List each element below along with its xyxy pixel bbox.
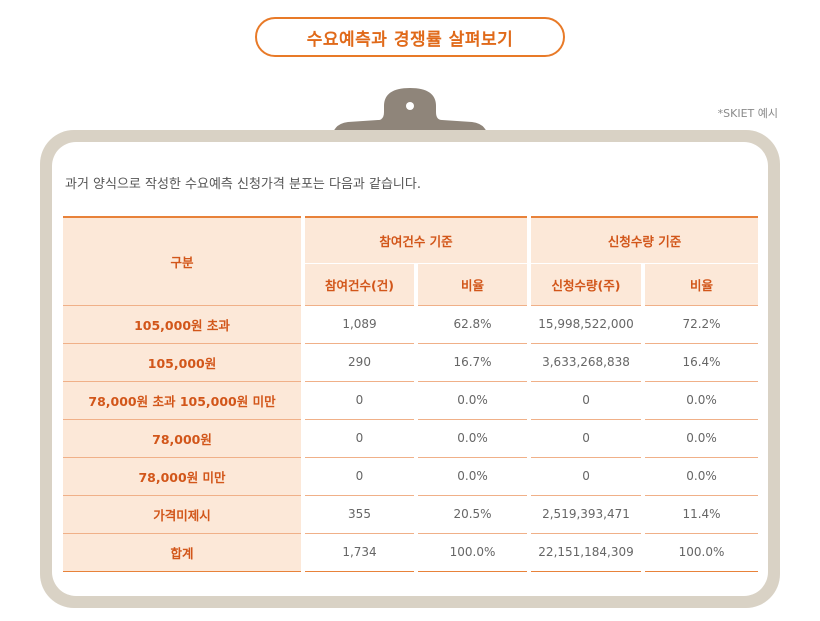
- row-label: 78,000원 미만: [63, 457, 303, 496]
- cell-quantity: 0: [527, 381, 644, 420]
- cell-quantity-ratio: 0.0%: [641, 419, 759, 458]
- table-row: 78,000원 미만 0 0.0% 0 0.0%: [63, 457, 759, 496]
- table-row: 78,000원 초과 105,000원 미만 0 0.0% 0 0.0%: [63, 381, 759, 420]
- cell-count: 0: [301, 457, 416, 496]
- cell-quantity: 2,519,393,471: [527, 495, 644, 534]
- intro-text: 과거 양식으로 작성한 수요예측 신청가격 분포는 다음과 같습니다.: [65, 177, 421, 192]
- table-subheader-row: 참여건수(건) 비율 신청수량(주) 비율: [63, 263, 759, 306]
- cell-count: 1,734: [301, 533, 416, 572]
- cell-quantity: 0: [527, 419, 644, 458]
- cell-ratio: 62.8%: [413, 305, 530, 344]
- clipboard-clip-icon: [332, 88, 488, 140]
- cell-ratio: 0.0%: [413, 457, 530, 496]
- cell-count: 1,089: [301, 305, 416, 344]
- row-label: 가격미제시: [63, 495, 303, 534]
- demand-forecast-table: 구분 참여건수 기준 신청수량 기준 참여건수(건) 비율 신청수량(주) 비율…: [63, 216, 759, 572]
- cell-quantity-ratio: 16.4%: [641, 343, 759, 382]
- table-row: 105,000원 초과 1,089 62.8% 15,998,522,000 7…: [63, 305, 759, 344]
- cell-count: 290: [301, 343, 416, 382]
- cell-ratio: 0.0%: [413, 381, 530, 420]
- cell-quantity: 22,151,184,309: [527, 533, 644, 572]
- subheader-quantity: 신청수량(주): [527, 263, 644, 306]
- page-title: 수요예측과 경쟁률 살펴보기: [255, 17, 565, 57]
- table-row: 가격미제시 355 20.5% 2,519,393,471 11.4%: [63, 495, 759, 534]
- cell-quantity-ratio: 0.0%: [641, 457, 759, 496]
- subheader-participation-ratio: 비율: [413, 263, 530, 306]
- subheader-participation-count: 참여건수(건): [301, 263, 416, 306]
- header-group-quantity: 신청수량 기준: [527, 216, 759, 264]
- cell-ratio: 20.5%: [413, 495, 530, 534]
- row-label: 78,000원: [63, 419, 303, 458]
- cell-ratio: 16.7%: [413, 343, 530, 382]
- cell-quantity: 0: [527, 457, 644, 496]
- example-note: *SKIET 예시: [717, 107, 778, 120]
- table-row: 78,000원 0 0.0% 0 0.0%: [63, 419, 759, 458]
- row-label: 105,000원 초과: [63, 305, 303, 344]
- row-label: 합계: [63, 533, 303, 572]
- row-label: 105,000원: [63, 343, 303, 382]
- table-total-row: 합계 1,734 100.0% 22,151,184,309 100.0%: [63, 533, 759, 572]
- subheader-quantity-ratio: 비율: [641, 263, 759, 306]
- cell-count: 355: [301, 495, 416, 534]
- row-label: 78,000원 초과 105,000원 미만: [63, 381, 303, 420]
- cell-quantity-ratio: 11.4%: [641, 495, 759, 534]
- cell-quantity: 3,633,268,838: [527, 343, 644, 382]
- table-row: 105,000원 290 16.7% 3,633,268,838 16.4%: [63, 343, 759, 382]
- cell-quantity-ratio: 100.0%: [641, 533, 759, 572]
- cell-ratio: 0.0%: [413, 419, 530, 458]
- cell-count: 0: [301, 419, 416, 458]
- cell-quantity-ratio: 72.2%: [641, 305, 759, 344]
- header-group-participation: 참여건수 기준: [300, 216, 530, 264]
- table-header-row: 구분 참여건수 기준 신청수량 기준: [63, 216, 759, 306]
- cell-ratio: 100.0%: [413, 533, 530, 572]
- cell-quantity: 15,998,522,000: [527, 305, 644, 344]
- cell-count: 0: [301, 381, 416, 420]
- header-category: 구분: [63, 216, 303, 306]
- cell-quantity-ratio: 0.0%: [641, 381, 759, 420]
